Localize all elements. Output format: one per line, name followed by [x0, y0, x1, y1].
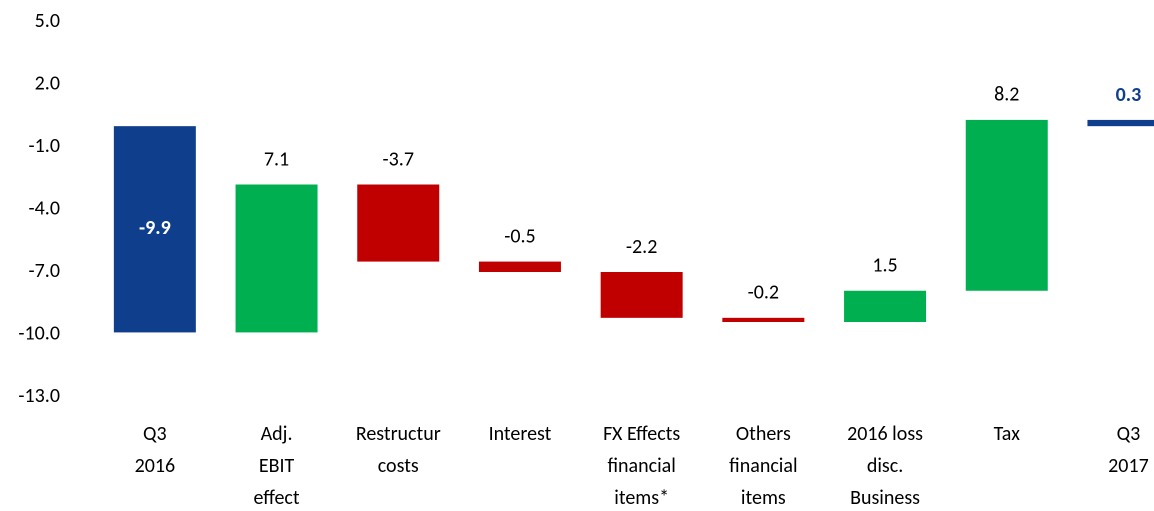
bar [600, 272, 683, 318]
y-tick-label: 2.0 [35, 71, 60, 95]
x-tick-label: Interest [489, 422, 552, 446]
x-tick-label: Restructur [356, 422, 441, 446]
y-tick-label: -1.0 [29, 134, 60, 158]
value-label: -3.7 [383, 147, 414, 171]
value-label: -9.9 [139, 216, 171, 240]
y-tick-label: -13.0 [18, 384, 60, 408]
value-label: 0.3 [1116, 83, 1142, 107]
x-tick-label: EBIT [259, 454, 295, 478]
bar [965, 119, 1048, 291]
value-label: 7.1 [264, 147, 289, 171]
x-tick-label: Tax [994, 422, 1021, 446]
x-tick-label: Q3 [143, 422, 167, 446]
x-tick-label: Business [850, 486, 920, 510]
y-tick-label: -10.0 [18, 321, 60, 345]
x-tick-label: disc. [867, 454, 903, 478]
x-tick-label: items* [614, 486, 669, 510]
x-tick-label: financial [729, 454, 797, 478]
y-tick-label: -4.0 [29, 196, 60, 220]
y-tick-label: -7.0 [29, 259, 60, 283]
x-tick-label: items [741, 486, 786, 510]
bar [357, 184, 440, 262]
x-tick-label: 2016 [135, 454, 176, 478]
bar [113, 126, 196, 333]
y-tick-label: 5.0 [35, 9, 60, 33]
value-label: -0.5 [504, 224, 535, 248]
x-tick-label: Others [736, 422, 791, 446]
bar [1087, 119, 1154, 127]
x-tick-label: costs [378, 454, 419, 478]
x-tick-label: Adj. [261, 422, 293, 446]
bar [478, 261, 561, 272]
bar [235, 184, 318, 333]
x-tick-label: financial [607, 454, 675, 478]
bar [722, 317, 805, 322]
x-tick-label: effect [254, 486, 300, 510]
value-label: -2.2 [626, 235, 657, 259]
x-tick-label: FX Effects [603, 422, 680, 446]
value-label: 8.2 [994, 83, 1019, 107]
x-tick-label: Q3 [1117, 422, 1141, 446]
value-label: -0.2 [748, 281, 779, 305]
x-tick-label: 2017 [1108, 454, 1149, 478]
value-label: 1.5 [872, 254, 897, 278]
x-tick-label: 2016 loss [847, 422, 923, 446]
bar [844, 290, 927, 322]
